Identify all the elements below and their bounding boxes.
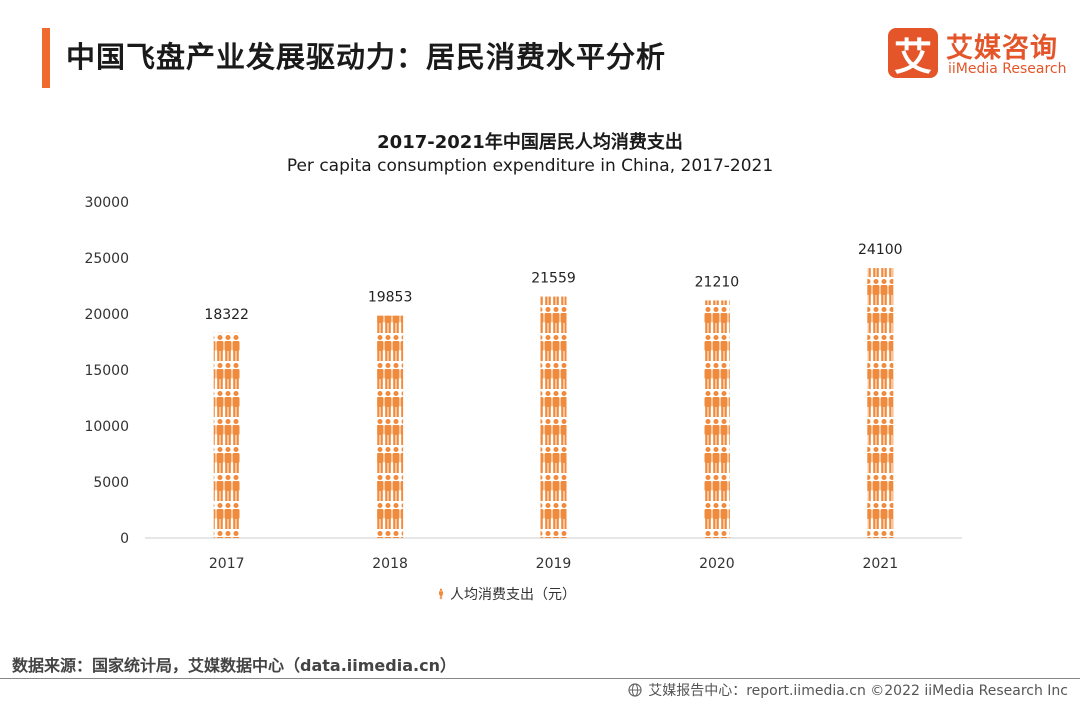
bars-group: 18322 2017 19853 2018 21559 2019 21210 2020 2410… <box>204 242 902 572</box>
footer-divider <box>0 678 1080 679</box>
data-label-2017: 18322 <box>204 307 249 323</box>
chart-title: 2017-2021年中国居民人均消费支出 <box>377 131 683 153</box>
legend-label: 人均消费支出（元） <box>450 587 576 603</box>
data-label-2019: 21559 <box>531 271 576 287</box>
y-tick-label: 5000 <box>93 475 129 491</box>
y-tick-label: 20000 <box>84 307 129 323</box>
bar-2019 <box>540 296 567 538</box>
x-tick-label-2019: 2019 <box>536 556 572 572</box>
bar-2020 <box>703 300 730 538</box>
chart-legend: 人均消费支出（元） <box>436 584 576 604</box>
x-tick-label-2021: 2021 <box>862 556 898 572</box>
person-icon <box>439 588 443 600</box>
y-tick-label: 0 <box>120 531 129 547</box>
y-tick-label: 30000 <box>84 195 129 211</box>
bar-2017 <box>213 332 240 538</box>
x-tick-label-2018: 2018 <box>372 556 408 572</box>
data-label-2018: 19853 <box>368 290 413 306</box>
logo-mark: 艾 <box>888 28 938 79</box>
data-source: 数据来源：国家统计局，艾媒数据中心（data.iimedia.cn） <box>12 656 456 675</box>
consumption-bar-chart: 2017-2021年中国居民人均消费支出 Per capita consumpt… <box>84 131 962 572</box>
y-tick-label: 25000 <box>84 251 129 267</box>
y-axis: 0 5000 10000 15000 20000 25000 30000 <box>84 195 129 547</box>
footer: 艾媒报告中心：report.iimedia.cn ©2022 iiMedia R… <box>628 680 1068 700</box>
footer-text: 艾媒报告中心：report.iimedia.cn ©2022 iiMedia R… <box>648 683 1068 699</box>
logo-english-name: iiMedia Research <box>948 61 1067 77</box>
globe-icon <box>628 683 642 697</box>
y-tick-label: 10000 <box>84 419 129 435</box>
bar-2021 <box>867 268 894 538</box>
bar-2018 <box>377 315 404 538</box>
title-accent-bar <box>42 28 50 88</box>
data-label-2021: 24100 <box>858 242 903 258</box>
data-label-2020: 21210 <box>695 274 740 290</box>
y-tick-label: 15000 <box>84 363 129 379</box>
brand-logo: 艾 艾媒咨询 iiMedia Research <box>888 26 1068 86</box>
page-title: 中国飞盘产业发展驱动力：居民消费水平分析 <box>66 40 667 74</box>
x-tick-label-2017: 2017 <box>209 556 245 572</box>
logo-chinese-name: 艾媒咨询 <box>946 33 1058 64</box>
x-tick-label-2020: 2020 <box>699 556 735 572</box>
chart-subtitle: Per capita consumption expenditure in Ch… <box>287 156 773 176</box>
